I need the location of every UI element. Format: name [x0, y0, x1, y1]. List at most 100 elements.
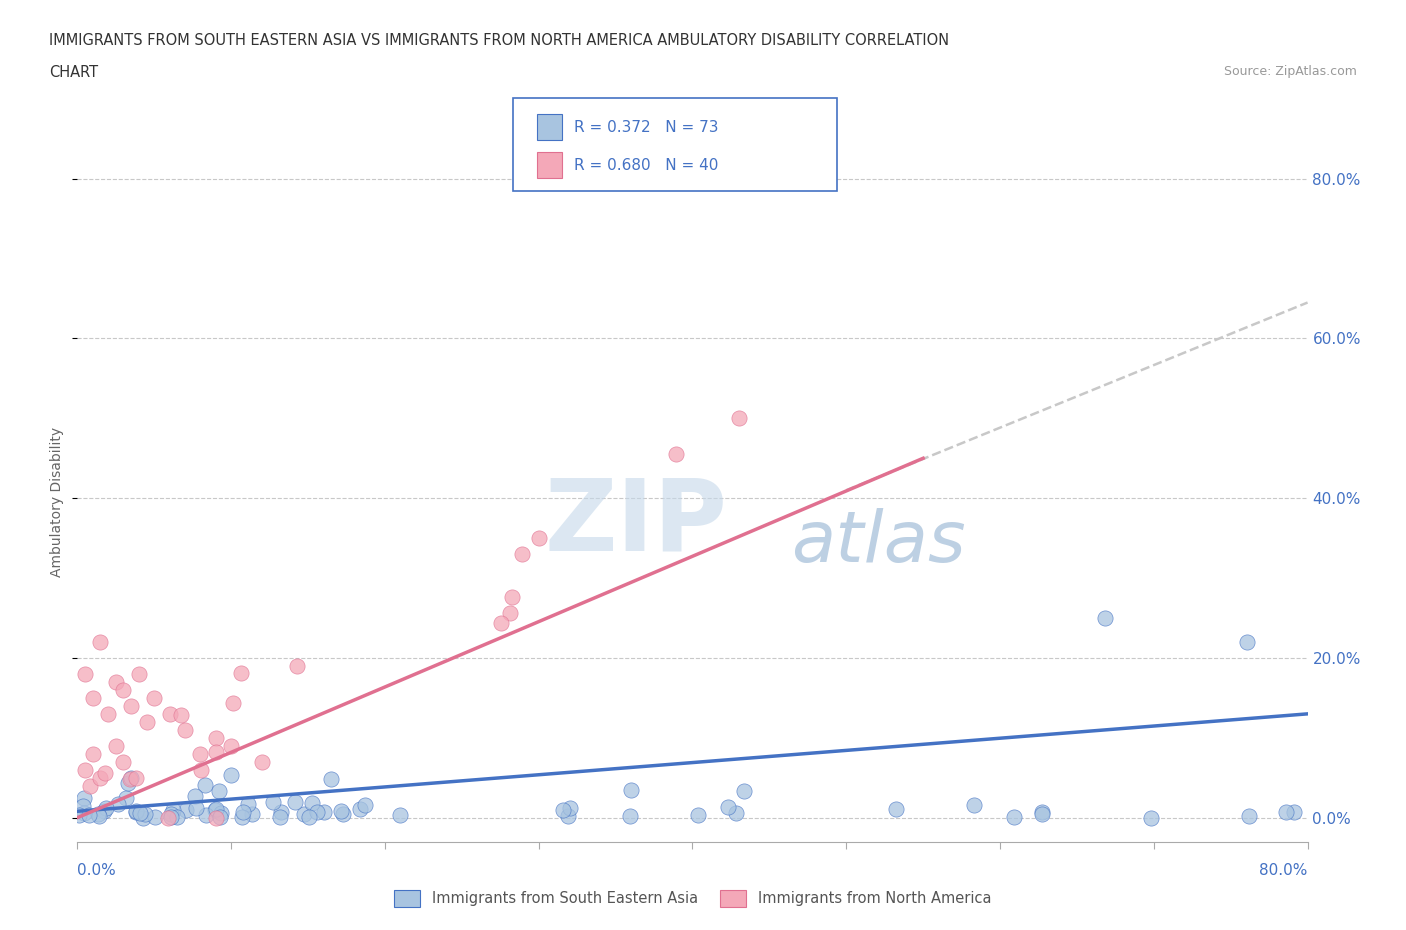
Point	[727, 411, 749, 426]
Point	[262, 795, 284, 810]
Point	[510, 547, 533, 562]
Text: CHART: CHART	[49, 65, 98, 80]
Point	[125, 804, 148, 819]
Point	[132, 810, 155, 825]
Point	[112, 754, 135, 769]
Point	[285, 658, 308, 673]
Point	[560, 801, 582, 816]
Point	[1282, 804, 1305, 819]
Point	[89, 809, 111, 824]
Point	[125, 771, 148, 786]
Point	[104, 674, 127, 689]
Point	[733, 783, 755, 798]
Point	[86, 807, 108, 822]
Point	[1094, 611, 1116, 626]
Point	[159, 810, 181, 825]
Point	[174, 723, 197, 737]
Point	[717, 800, 740, 815]
Point	[156, 810, 179, 825]
Point	[231, 666, 253, 681]
Point	[79, 808, 101, 823]
Point	[389, 808, 412, 823]
Point	[89, 770, 111, 785]
Point	[329, 804, 352, 818]
Point	[353, 798, 375, 813]
Point	[319, 771, 342, 786]
Point	[82, 690, 104, 705]
Point	[89, 634, 111, 649]
Point	[73, 667, 96, 682]
Point	[270, 805, 292, 820]
Point	[1239, 808, 1261, 823]
Point	[204, 745, 226, 760]
Point	[221, 767, 243, 782]
Point	[93, 804, 115, 818]
Point	[159, 707, 181, 722]
Point	[143, 690, 166, 705]
Point	[231, 810, 253, 825]
Point	[194, 777, 217, 792]
Point	[298, 809, 321, 824]
Point	[491, 616, 513, 631]
Point	[209, 810, 232, 825]
Point	[160, 806, 183, 821]
Point	[188, 747, 212, 762]
Point	[112, 683, 135, 698]
Point	[174, 803, 197, 817]
Point	[134, 806, 156, 821]
Point	[97, 707, 120, 722]
Point	[269, 809, 291, 824]
Y-axis label: Ambulatory Disability: Ambulatory Disability	[51, 427, 65, 578]
Point	[557, 808, 579, 823]
Point	[1031, 806, 1053, 821]
Point	[73, 763, 96, 777]
Point	[190, 762, 212, 777]
Point	[93, 766, 115, 781]
Point	[170, 708, 193, 723]
Point	[72, 805, 94, 820]
Point	[219, 738, 242, 753]
Point	[553, 803, 575, 817]
Point	[301, 795, 323, 810]
Point	[204, 810, 226, 825]
Point	[665, 446, 688, 461]
Point	[204, 803, 226, 817]
Point	[238, 796, 260, 811]
Point	[1031, 804, 1053, 819]
Text: R = 0.372   N = 73: R = 0.372 N = 73	[574, 120, 718, 135]
Point	[232, 804, 254, 819]
Point	[209, 805, 232, 820]
Text: IMMIGRANTS FROM SOUTH EASTERN ASIA VS IMMIGRANTS FROM NORTH AMERICA AMBULATORY D: IMMIGRANTS FROM SOUTH EASTERN ASIA VS IM…	[49, 33, 949, 47]
Point	[125, 804, 148, 819]
Point	[120, 770, 142, 785]
Point	[184, 801, 207, 816]
Point	[619, 783, 641, 798]
Point	[349, 802, 371, 817]
Point	[183, 789, 205, 804]
Point	[79, 778, 101, 793]
Point	[162, 803, 184, 817]
Point	[332, 806, 354, 821]
Point	[143, 810, 166, 825]
Text: ZIP: ZIP	[546, 474, 728, 571]
Point	[292, 806, 315, 821]
Point	[208, 783, 231, 798]
Point	[94, 801, 117, 816]
Point	[115, 790, 138, 805]
Point	[69, 808, 91, 823]
Point	[619, 809, 641, 824]
Point	[82, 747, 104, 762]
Point	[72, 798, 94, 813]
Point	[166, 810, 188, 825]
Point	[725, 805, 748, 820]
Point	[962, 798, 984, 813]
Point	[129, 805, 152, 820]
Text: Source: ZipAtlas.com: Source: ZipAtlas.com	[1223, 65, 1357, 78]
Point	[204, 802, 226, 817]
Text: 80.0%: 80.0%	[1260, 863, 1308, 878]
Point	[1140, 810, 1163, 825]
Text: R = 0.680   N = 40: R = 0.680 N = 40	[574, 157, 718, 173]
Point	[1002, 810, 1025, 825]
Point	[117, 776, 139, 790]
Point	[104, 738, 127, 753]
